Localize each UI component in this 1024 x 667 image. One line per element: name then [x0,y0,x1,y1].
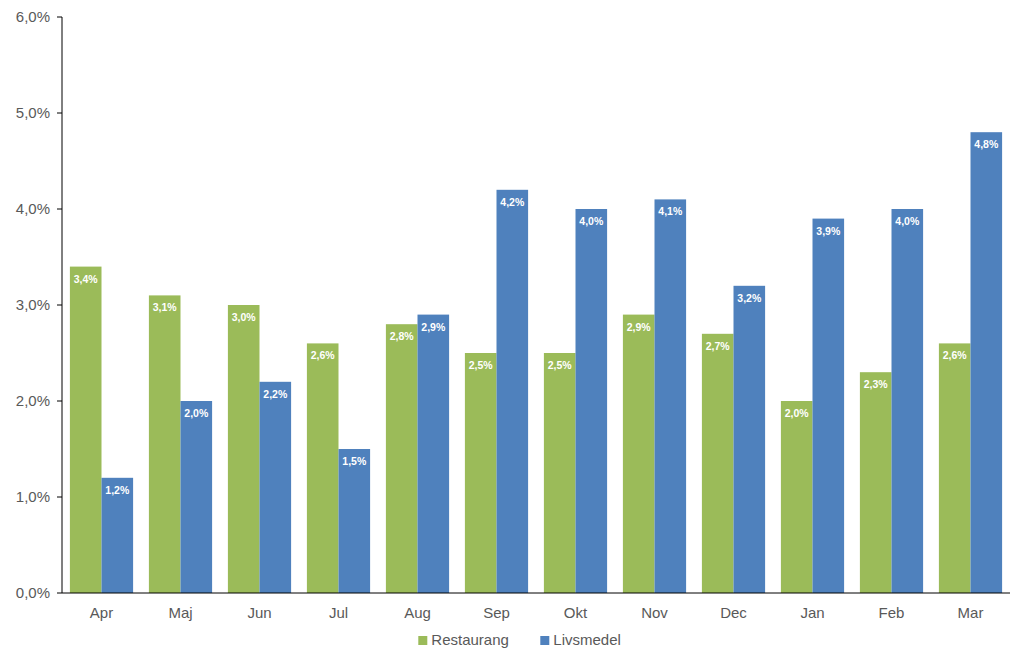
bar [892,209,924,593]
data-label: 2,9% [421,321,446,333]
y-tick [57,401,62,402]
bar [102,478,134,593]
data-label: 4,0% [579,215,604,227]
bar [307,343,339,593]
data-label: 3,9% [816,225,841,237]
bar [623,315,655,593]
bar [781,401,813,593]
bar [228,305,260,593]
bar [181,401,213,593]
data-labels: 3,4% 3,1% 3,0% 2,6% 2,8% 2,5% 2,5% 2,9% 2,7% 2,0%… [74,138,999,496]
x-tick-label: Apr [90,604,113,621]
bar [734,286,766,593]
x-tick-label: Maj [168,604,192,621]
x-tick-label: Aug [404,604,431,621]
data-label: 2,2% [263,388,288,400]
bar [260,382,292,593]
data-label: 2,5% [548,359,573,371]
data-label: 3,0% [232,311,257,323]
y-tick [57,497,62,498]
y-tick-label: 1,0% [16,488,50,505]
data-label: 4,0% [895,215,920,227]
bar [860,372,892,593]
data-label: 2,5% [469,359,494,371]
legend: Restaurang Livsmedel [418,631,621,648]
data-label: 1,2% [105,484,130,496]
data-label: 2,0% [785,407,810,419]
x-tick-label: Jul [329,604,348,621]
bar [70,267,102,593]
legend-label: Restaurang [431,631,509,648]
data-label: 2,6% [311,349,336,361]
x-tick-label: Jun [247,604,271,621]
bar [544,353,576,593]
bar [702,334,734,593]
y-tick [57,17,62,18]
x-tick-label: Jan [800,604,824,621]
x-tick-label: Sep [483,604,510,621]
bar [149,295,181,593]
x-axis-line [62,593,1010,594]
bar [576,209,608,593]
data-label: 2,3% [864,378,889,390]
data-label: 3,4% [74,273,99,285]
x-tick-label: Feb [879,604,905,621]
legend-label: Livsmedel [553,631,621,648]
legend-swatch [418,636,427,645]
y-tick-label: 4,0% [16,200,50,217]
data-label: 3,2% [737,292,762,304]
data-label: 1,5% [342,455,367,467]
data-label: 4,8% [974,138,999,150]
bar [339,449,371,593]
data-label: 2,9% [627,321,652,333]
y-tick-label: 5,0% [16,104,50,121]
data-label: 4,2% [500,196,525,208]
bar [497,190,529,593]
data-label: 2,6% [943,349,968,361]
bar [971,132,1003,593]
legend-swatch [540,636,549,645]
y-axis: 0,0% 1,0% 2,0% 3,0% 4,0% 5,0% 6,0% [16,8,62,601]
bars [70,132,1002,593]
y-tick-label: 0,0% [16,584,50,601]
y-tick-label: 6,0% [16,8,50,25]
x-tick-label: Dec [720,604,747,621]
data-label: 2,8% [390,330,415,342]
x-tick-label: Okt [564,604,588,621]
bar [418,315,450,593]
bar [465,353,497,593]
bar [939,343,971,593]
y-axis-line [62,17,63,593]
bar [386,324,418,593]
x-tick-label: Mar [958,604,984,621]
y-tick-label: 2,0% [16,392,50,409]
y-tick-label: 3,0% [16,296,50,313]
x-axis: Apr Maj Jun Jul Aug Sep Okt Nov Dec Jan Feb Mar [90,604,984,621]
y-tick [57,209,62,210]
bar [813,219,845,593]
data-label: 2,0% [184,407,209,419]
data-label: 2,7% [706,340,731,352]
data-label: 3,1% [153,301,178,313]
bar [655,199,687,593]
x-tick-label: Nov [641,604,668,621]
chart: 0,0% 1,0% 2,0% 3,0% 4,0% 5,0% 6,0% 3,4% 3,1% 3,0%… [0,0,1024,667]
y-tick [57,113,62,114]
data-label: 4,1% [658,205,683,217]
y-tick [57,593,62,594]
y-tick [57,305,62,306]
